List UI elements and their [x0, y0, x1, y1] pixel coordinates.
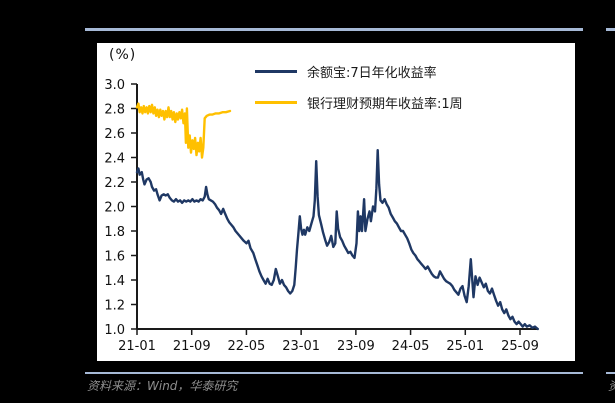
y-axis-tick-label: 1.2: [104, 299, 125, 314]
adjacent-column-text-fragment: 资: [608, 377, 615, 393]
x-axis-tick-label: 24-05: [392, 339, 430, 354]
bottom-divider: [85, 372, 583, 374]
x-axis-tick-label: 25-01: [446, 339, 484, 354]
top-divider-edge-fragment: [606, 28, 615, 31]
chart-panel: 3.0 2.8 2.6 2.4 2.2 2.0 1.8 1.6 1.4 1.2 1.0 21-01 21…: [97, 43, 575, 361]
legend-line-sample-gold: [255, 100, 297, 104]
series-line-yuebao: [135, 148, 539, 331]
y-axis-tick-label: 2.2: [104, 176, 125, 191]
y-axis-tick-label: 2.6: [104, 127, 125, 142]
x-axis-tick-label: 23-01: [282, 339, 320, 354]
y-axis-tick-label: 1.6: [104, 250, 125, 265]
x-axis-tick-label: 21-01: [118, 339, 156, 354]
y-axis-unit-label: (%): [109, 47, 137, 63]
x-axis-tick-label: 22-05: [228, 339, 266, 354]
y-axis-tick-label: 2.4: [104, 152, 125, 167]
y-axis-tick-label: 3.0: [104, 78, 125, 93]
line-chart: 3.0 2.8 2.6 2.4 2.2 2.0 1.8 1.6 1.4 1.2 1.021-01 21…: [104, 78, 539, 354]
chart-legend: 余额宝:7日年化收益率 银行理财预期年收益率:1周: [255, 63, 463, 125]
y-axis-tick-label: 1.0: [104, 323, 125, 338]
x-axis-tick-label: 25-09: [501, 339, 539, 354]
x-axis-tick-label: 21-09: [173, 339, 211, 354]
legend-label: 余额宝:7日年化收益率: [307, 65, 437, 81]
y-axis-tick-label: 2.8: [104, 103, 125, 118]
source-note: 资料来源：Wind，华泰研究: [87, 379, 238, 393]
series-line-bank-wmp: [135, 102, 232, 159]
x-axis-tick-label: 23-09: [337, 339, 375, 354]
legend-label: 银行理财预期年收益率:1周: [307, 96, 463, 112]
y-axis-tick-label: 1.8: [104, 225, 125, 240]
y-axis-tick-label: 2.0: [104, 201, 125, 216]
y-axis-tick-label: 1.4: [104, 274, 125, 289]
legend-item-yuebao: 余额宝:7日年化收益率: [255, 63, 463, 81]
top-divider: [85, 28, 583, 31]
legend-line-sample-navy: [255, 69, 297, 73]
legend-item-bank-wmp: 银行理财预期年收益率:1周: [255, 94, 463, 112]
bottom-divider-edge-fragment: [606, 372, 615, 374]
